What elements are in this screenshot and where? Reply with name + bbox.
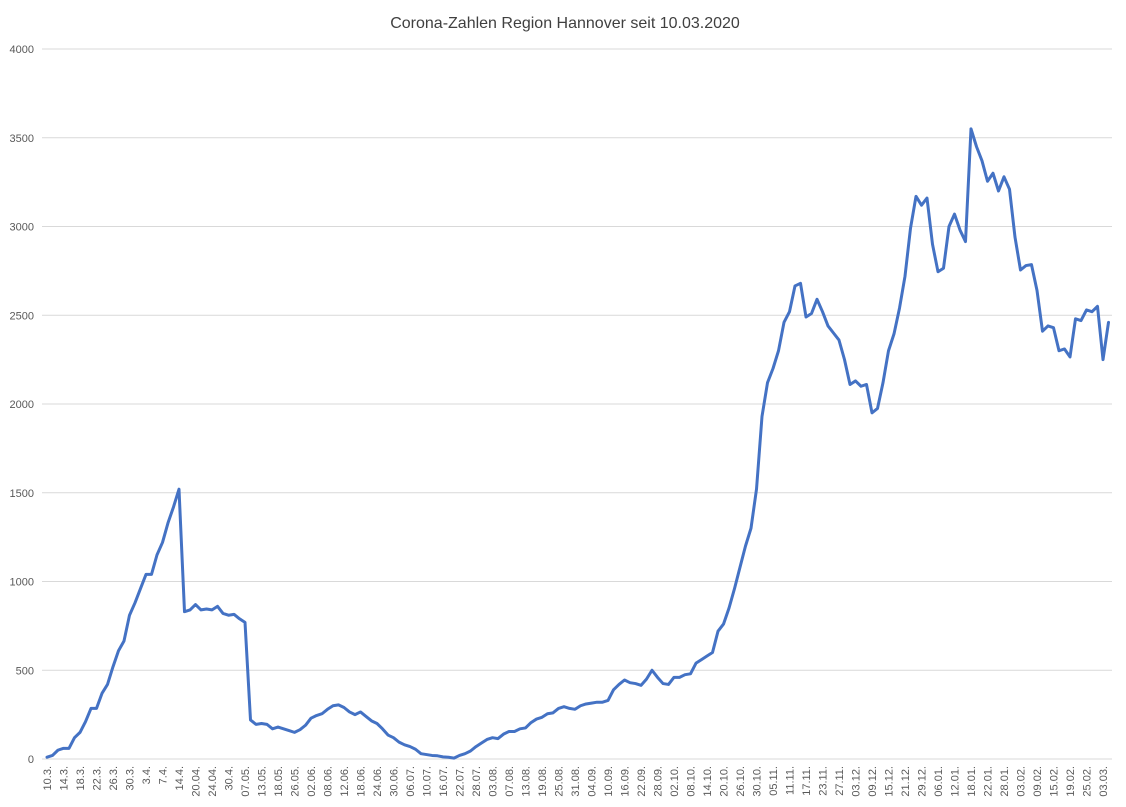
x-tick-label: 21.12. bbox=[900, 766, 912, 797]
x-tick-label: 15.02. bbox=[1049, 766, 1061, 797]
x-tick-label: 27.11. bbox=[834, 766, 846, 796]
x-tick-label: 12.06. bbox=[339, 766, 351, 797]
x-tick-label: 08.10. bbox=[686, 766, 698, 797]
x-tick-label: 17.11. bbox=[801, 766, 813, 796]
x-tick-label: 30.06. bbox=[389, 766, 401, 797]
y-tick-label: 1000 bbox=[10, 577, 34, 589]
x-tick-label: 26.3. bbox=[108, 766, 120, 790]
y-tick-label: 3000 bbox=[10, 222, 34, 234]
x-tick-label: 22.09. bbox=[636, 766, 648, 797]
x-tick-label: 16.07. bbox=[438, 766, 450, 797]
x-tick-label: 09.02. bbox=[1032, 766, 1044, 797]
x-tick-label: 29.12. bbox=[917, 766, 929, 797]
x-tick-label: 10.07. bbox=[422, 766, 434, 797]
x-tick-label: 19.02. bbox=[1065, 766, 1077, 797]
x-tick-label: 03.03. bbox=[1098, 766, 1110, 797]
x-tick-label: 30.3. bbox=[125, 766, 137, 790]
y-tick-label: 0 bbox=[28, 754, 34, 766]
y-tick-label: 1500 bbox=[10, 488, 34, 500]
x-tick-label: 22.3. bbox=[92, 766, 104, 790]
x-tick-label: 03.08. bbox=[488, 766, 500, 797]
x-tick-label: 03.12. bbox=[851, 766, 863, 797]
x-tick-label: 14.3. bbox=[59, 766, 71, 790]
x-tick-label: 26.05. bbox=[290, 766, 302, 797]
x-tick-label: 02.10. bbox=[669, 766, 681, 797]
x-tick-label: 07.08. bbox=[504, 766, 516, 797]
x-tick-label: 03.02. bbox=[1016, 766, 1028, 797]
x-tick-label: 10.3. bbox=[42, 766, 54, 790]
x-tick-label: 11.11. bbox=[785, 766, 797, 795]
x-tick-label: 18.01. bbox=[966, 766, 978, 797]
x-tick-label: 23.11. bbox=[818, 766, 830, 796]
y-tick-label: 2000 bbox=[10, 399, 34, 411]
y-tick-label: 3500 bbox=[10, 133, 34, 145]
x-tick-label: 05.11. bbox=[768, 766, 780, 796]
x-tick-label: 06.01. bbox=[933, 766, 945, 797]
x-tick-label: 28.01. bbox=[999, 766, 1011, 797]
x-tick-label: 10.09. bbox=[603, 766, 615, 797]
x-tick-label: 18.06. bbox=[356, 766, 368, 797]
x-tick-label: 22.01. bbox=[983, 766, 995, 797]
x-tick-label: 22.07. bbox=[455, 766, 467, 797]
data-line bbox=[45, 127, 1110, 760]
chart-title: Corona-Zahlen Region Hannover seit 10.03… bbox=[390, 15, 740, 32]
x-tick-label: 16.09. bbox=[620, 766, 632, 797]
x-tick-label: 19.08. bbox=[537, 766, 549, 797]
x-tick-label: 20.04. bbox=[191, 766, 203, 797]
x-tick-label: 14.4. bbox=[174, 766, 186, 790]
x-tick-label: 15.12. bbox=[884, 766, 896, 797]
x-tick-label: 30.4. bbox=[224, 766, 236, 790]
x-tick-label: 06.07. bbox=[405, 766, 417, 797]
x-tick-label: 25.08. bbox=[554, 766, 566, 797]
x-tick-label: 7.4. bbox=[158, 766, 170, 784]
x-tick-label: 25.02. bbox=[1082, 766, 1094, 797]
x-tick-label: 09.12. bbox=[867, 766, 879, 797]
x-tick-label: 30.10. bbox=[752, 766, 764, 797]
x-tick-label: 26.10. bbox=[735, 766, 747, 797]
x-tick-label: 08.06. bbox=[323, 766, 335, 797]
x-tick-label: 04.09. bbox=[587, 766, 599, 797]
x-tick-label: 13.08. bbox=[521, 766, 533, 797]
x-tick-label: 3.4. bbox=[141, 766, 153, 784]
y-tick-label: 4000 bbox=[10, 44, 34, 56]
x-tick-label: 18.05. bbox=[273, 766, 285, 797]
x-tick-label: 20.10. bbox=[719, 766, 731, 797]
x-tick-label: 31.08. bbox=[570, 766, 582, 797]
y-tick-label: 500 bbox=[16, 665, 34, 677]
y-tick-label: 2500 bbox=[10, 310, 34, 322]
x-tick-label: 14.10. bbox=[702, 766, 714, 797]
x-tick-label: 18.3. bbox=[75, 766, 87, 790]
x-tick-label: 12.01. bbox=[950, 766, 962, 797]
x-tick-label: 24.06. bbox=[372, 766, 384, 797]
x-tick-label: 28.07. bbox=[471, 766, 483, 797]
x-tick-label: 07.05. bbox=[240, 766, 252, 797]
x-tick-label: 24.04. bbox=[207, 766, 219, 797]
x-tick-label: 13.05. bbox=[257, 766, 269, 797]
x-tick-label: 28.09. bbox=[653, 766, 665, 797]
x-tick-label: 02.06. bbox=[306, 766, 318, 797]
